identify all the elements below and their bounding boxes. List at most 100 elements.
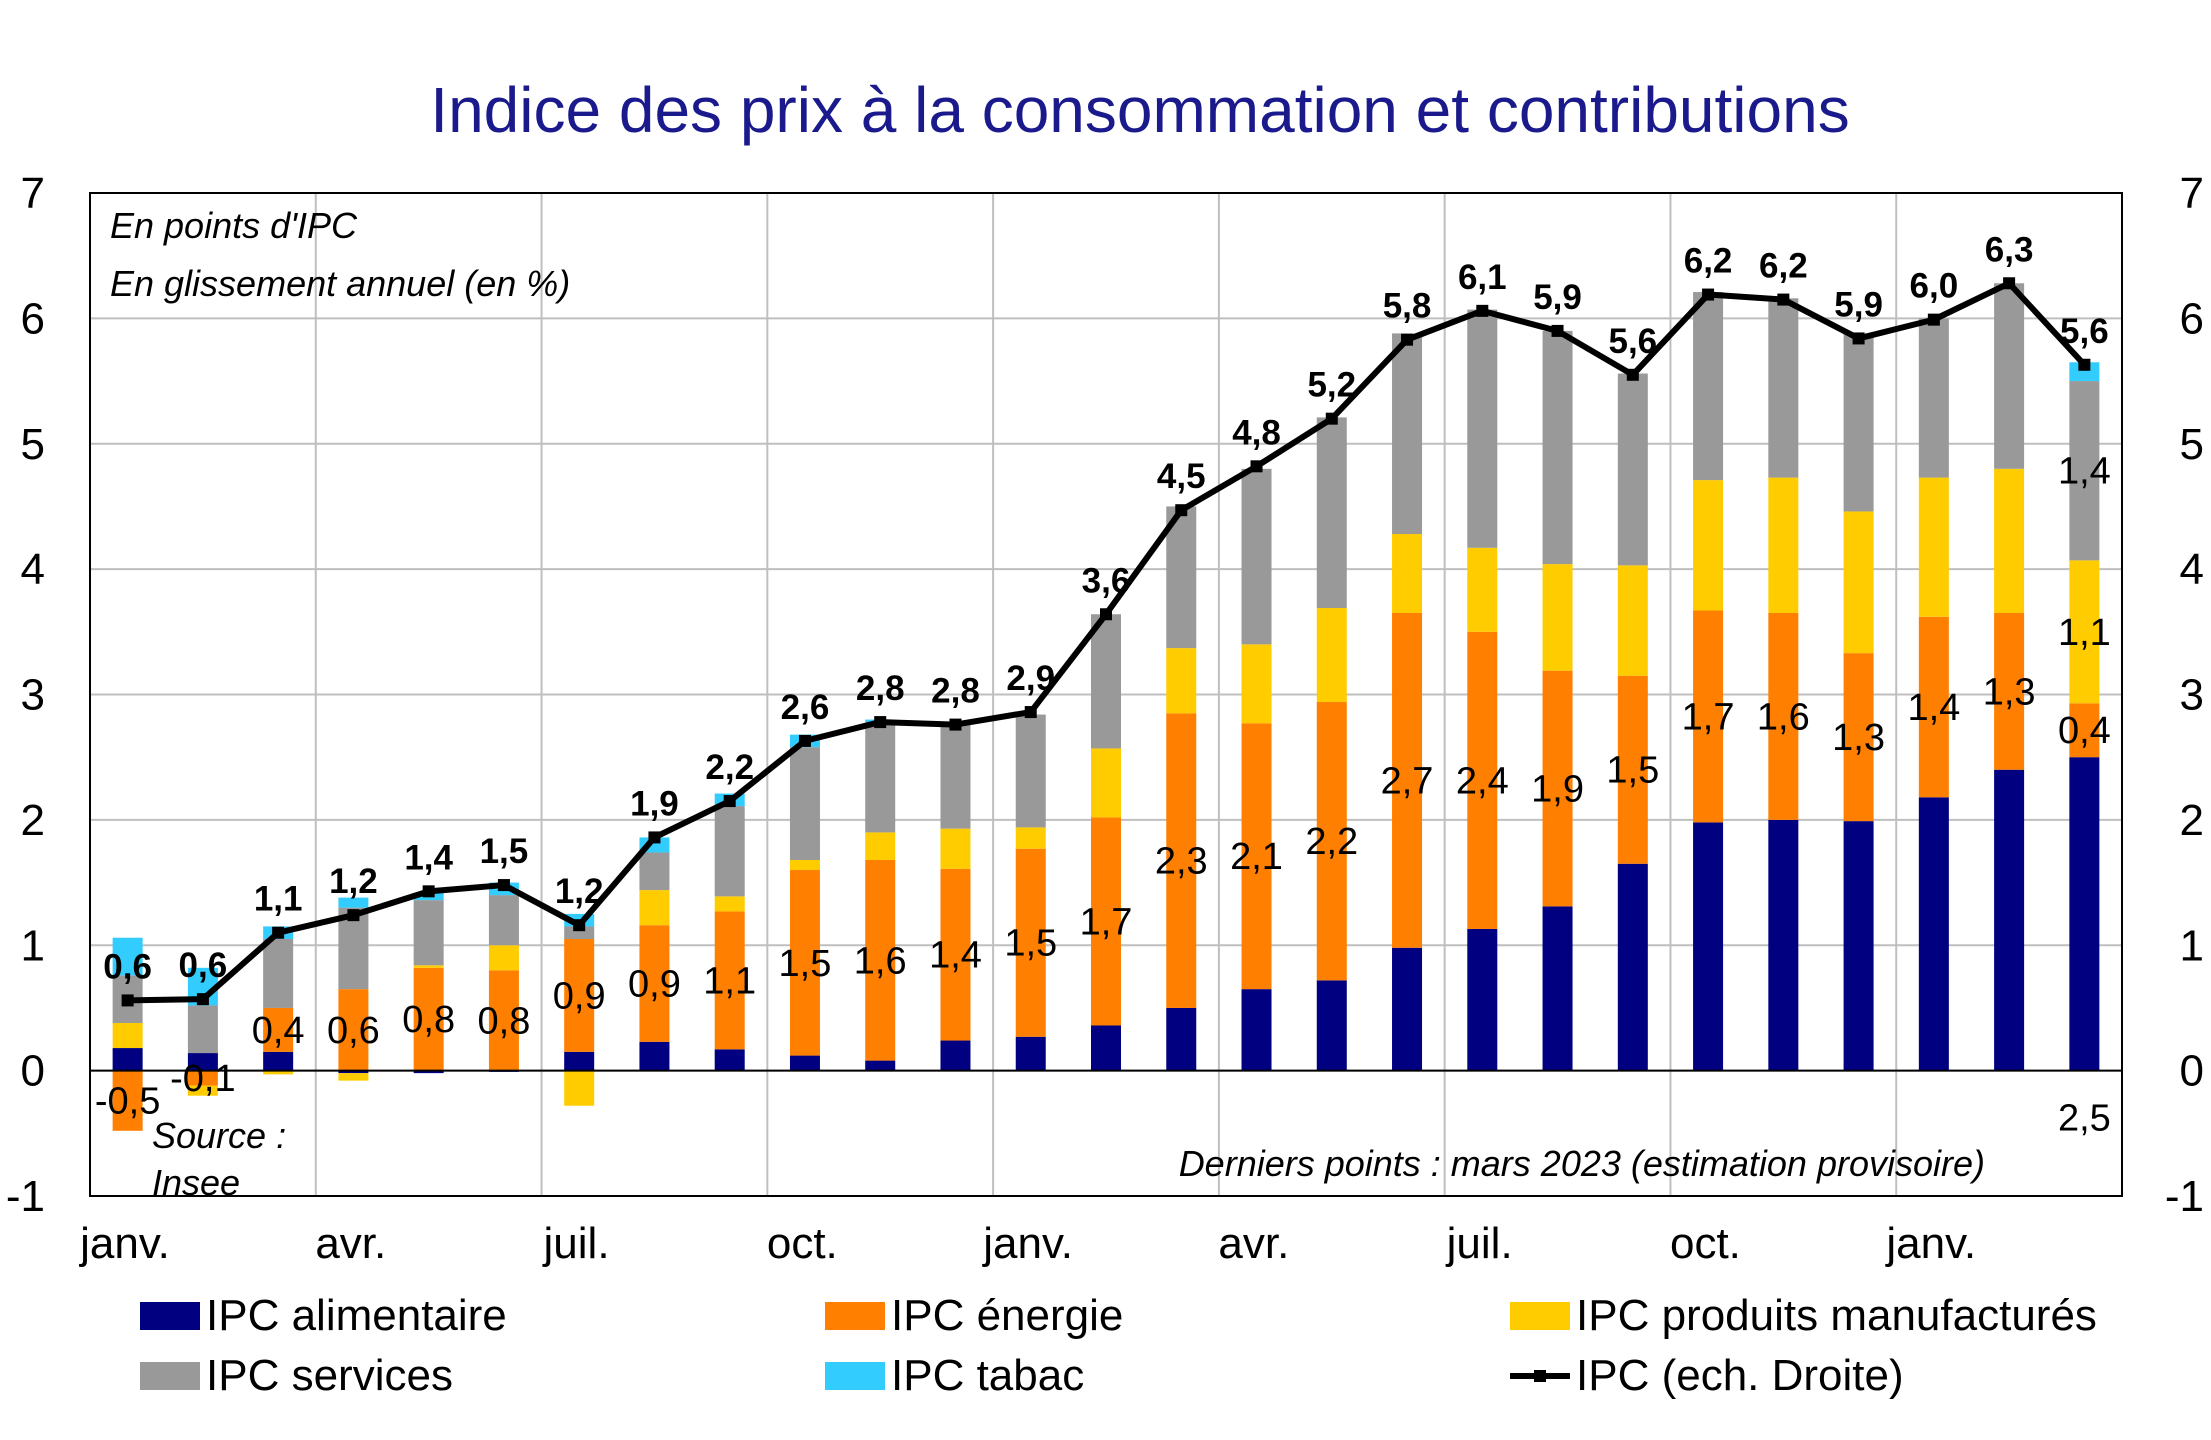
bar-segment-alimentaire [1467,928,1498,1071]
bar-segment-alimentaire [1166,1007,1197,1071]
y-tick-label-right: 6 [2180,294,2204,343]
bar-segment-services [1918,318,1949,478]
last-points-note: Derniers points : mars 2023 (estimation … [1179,1143,1985,1184]
energy-contribution-label: 1,3 [1983,671,2036,713]
bar-segment-manufactures [639,890,670,926]
bar-segment-services [1091,614,1121,749]
ipc-value-label: 6,2 [1684,242,1733,281]
bar-segment-manufactures [187,1085,218,1096]
bar-segment-energie [639,925,670,1042]
bar-segment-manufactures [112,1022,143,1049]
ipc-marker [1401,333,1414,346]
bar-segment-manufactures [1392,534,1423,614]
energy-contribution-label: 0,9 [553,975,606,1017]
y-tick-label-left: 2 [21,796,45,845]
ipc-value-label: 1,5 [480,832,529,871]
y-tick-label-left: 0 [21,1047,45,1096]
y-tick-label-right: 4 [2180,545,2204,594]
ipc-marker [272,926,285,939]
ipc-value-label: 5,6 [2060,312,2109,351]
bar-segment-energie [1015,848,1046,1037]
ipc-marker [121,994,134,1007]
ipc-marker [573,919,586,932]
ipc-value-label: 4,5 [1157,457,1206,496]
y-tick-label-right: 0 [2180,1047,2204,1096]
bar-segment-tabac [112,937,143,976]
bar-segment-alimentaire [2069,757,2100,1071]
y-tick-label-left: 4 [21,545,45,594]
bar-segment-services [564,926,595,939]
x-tick-label: oct. [1670,1219,1741,1268]
bar-segment-energie [1392,613,1423,948]
bar-segment-manufactures [1542,564,1573,671]
ipc-value-label: 6,1 [1458,258,1507,297]
ipc-value-label: 6,2 [1759,247,1808,286]
ipc-value-label: 4,8 [1232,413,1281,452]
ipc-value-label: 5,9 [1834,285,1883,324]
y-tick-label-right: 1 [2180,921,2204,970]
bar-segment-energie [1542,670,1573,907]
energy-contribution-label: 2,4 [1456,760,1509,802]
bar-segment-manufactures [1693,480,1724,611]
bar-segment-tabac [338,897,369,908]
bar-segment-energie [1241,723,1272,990]
energy-contribution-label: 2,7 [1381,760,1434,802]
ipc-value-label: 5,9 [1533,278,1582,317]
plot-area-border [89,192,2123,1197]
ipc-value-label: 1,1 [254,880,303,919]
legend-line-marker [1534,1370,1546,1382]
bar-segment-manufactures [1091,748,1121,818]
bar-segment-alimentaire [112,1048,143,1071]
bar-segment-energie [1316,702,1347,981]
ipc-marker [1175,504,1188,517]
bar-segment-alimentaire [1091,1025,1121,1071]
bar-segment-services [1843,333,1874,512]
legend-manufactures: IPC produits manufacturés [1510,1291,2097,1340]
legend-swatch [140,1362,200,1390]
energy-contribution-label: 2,3 [1155,841,1208,883]
bar-segment-alimentaire [865,1060,896,1071]
bar-segment-energie [1693,610,1724,823]
bar-segment-energie [187,1070,218,1086]
y-tick-label-right: 7 [2180,169,2204,218]
ipc-value-label: 1,2 [555,872,604,911]
bar-segment-services [940,722,971,829]
ipc-marker [497,879,510,892]
axes: -1 -1 0 0 1 1 2 2 3 3 4 4 5 5 6 6 7 7 janv. avr. juil. oct. ja… [6,169,2204,1268]
ipc-value-label: 2,9 [1006,659,1055,698]
bar-segment-energie [1843,653,1874,822]
energy-contribution-label: 0,4 [2058,710,2111,752]
gridlines [90,193,2122,1196]
ipc-value-label: 3,6 [1082,561,1131,600]
bar-segment-alimentaire [263,1051,294,1071]
ipc-marker [1702,288,1715,301]
ipc-value-label: 5,8 [1383,287,1432,326]
bar-segment-manufactures [1994,468,2025,614]
services-contribution-label: 1,4 [2058,451,2111,493]
bar-segment-energie [940,868,971,1041]
ipc-marker [1852,332,1865,345]
energy-contribution-label: 1,3 [1832,717,1885,759]
legend-label: IPC énergie [891,1291,1123,1340]
bar-segment-services [413,900,444,966]
energy-contribution-label: 1,5 [1606,750,1659,792]
ipc-value-label: 1,9 [630,784,679,823]
bar-segment-energie [865,859,896,1061]
energy-contribution-label: 1,7 [1080,901,1133,943]
legend-label: IPC tabac [891,1351,1084,1400]
bar-segment-services [1166,506,1197,649]
ipc-marker [1250,460,1263,473]
bar-segment-manufactures [1617,565,1648,676]
energy-contribution-label: 1,4 [1907,687,1960,729]
energy-contribution-label: 1,9 [1531,769,1584,811]
x-tick-label: avr. [315,1219,386,1268]
bar-segment-alimentaire [1843,821,1874,1071]
ipc-value-label: 5,6 [1608,322,1657,361]
bar-segment-alimentaire [1994,769,2025,1071]
energy-contribution-label: 0,8 [478,1000,531,1042]
bar-segment-alimentaire [413,1070,444,1074]
chart-title: Indice des prix à la consommation et con… [430,74,1849,146]
bar-segment-energie [413,967,444,1071]
ipc-marker [949,718,962,731]
